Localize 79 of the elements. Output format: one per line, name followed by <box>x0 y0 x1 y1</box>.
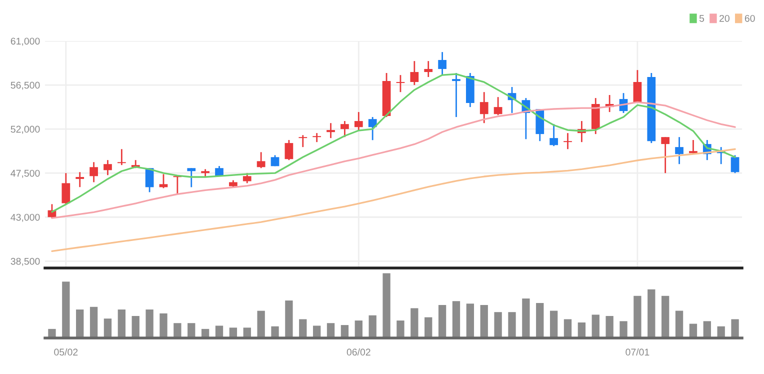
y-tick-label: 47,500 <box>10 170 40 178</box>
bar <box>675 310 684 338</box>
candlestick <box>689 139 698 155</box>
candlestick <box>340 120 349 138</box>
candlestick <box>298 134 308 148</box>
candlestick <box>661 136 670 174</box>
candlestick <box>564 132 572 150</box>
bar <box>606 316 614 338</box>
bar <box>118 310 126 338</box>
bar <box>132 316 140 338</box>
legend-label: 20 <box>720 14 730 22</box>
candlestick <box>242 172 252 184</box>
bar <box>438 304 446 338</box>
candlestick <box>675 136 684 165</box>
bar <box>104 318 112 338</box>
bar <box>160 313 168 338</box>
bar <box>466 304 474 338</box>
bar <box>536 303 544 338</box>
candlestick <box>424 60 433 78</box>
bar <box>382 273 390 338</box>
bar <box>592 314 600 338</box>
candlestick <box>284 139 294 161</box>
candlestick <box>90 161 98 183</box>
candlestick <box>326 122 335 139</box>
candlestick <box>104 159 112 176</box>
bar <box>508 312 516 338</box>
candlestick <box>452 72 460 118</box>
candlestick <box>396 74 405 93</box>
bar <box>146 310 154 338</box>
y-tick-label: 61,000 <box>10 38 40 46</box>
bar <box>424 317 432 338</box>
x-tick-label: 06/02 <box>346 348 370 356</box>
candlestick <box>480 91 488 124</box>
bar <box>731 319 739 338</box>
candlestick <box>550 123 558 147</box>
bar <box>480 304 488 338</box>
candlestick <box>368 116 377 141</box>
y-tick-label: 43,000 <box>10 214 40 222</box>
bar <box>452 301 460 338</box>
y-tick-label: 38,500 <box>10 258 40 266</box>
bar <box>564 319 572 338</box>
bar <box>620 321 628 338</box>
bar <box>634 296 642 338</box>
bar <box>299 319 307 338</box>
y-tick-label: 56,500 <box>10 82 40 90</box>
bar <box>410 308 418 338</box>
candlestick <box>494 96 502 116</box>
candlestick <box>117 148 126 166</box>
bar <box>62 282 70 338</box>
bar <box>550 310 558 338</box>
bar <box>354 320 362 338</box>
candlestick <box>187 167 196 188</box>
x-tick-label: 07/01 <box>626 348 650 356</box>
legend-label: 5 <box>699 15 704 22</box>
candlestick <box>76 171 84 188</box>
bar <box>703 321 711 338</box>
bar <box>368 315 376 338</box>
bar <box>522 298 530 338</box>
bar <box>494 312 502 338</box>
bar <box>257 310 265 338</box>
candlestick <box>730 154 740 174</box>
x-tick-label: 05/02 <box>54 348 78 356</box>
bar <box>661 296 670 338</box>
candlestick <box>438 51 446 76</box>
bar <box>285 300 293 338</box>
bar <box>648 289 656 338</box>
bar <box>396 320 404 338</box>
candlestick <box>410 60 419 86</box>
candlestick <box>633 69 642 104</box>
legend-label: 60 <box>744 14 755 22</box>
bar <box>76 310 84 338</box>
candlestick <box>312 132 322 143</box>
candlestick <box>354 111 363 131</box>
bar <box>174 323 182 338</box>
bar <box>90 306 98 338</box>
candlestick <box>159 173 168 189</box>
candlestick <box>256 151 266 169</box>
candlestick <box>62 172 70 205</box>
y-tick-label: 52,000 <box>10 126 40 134</box>
